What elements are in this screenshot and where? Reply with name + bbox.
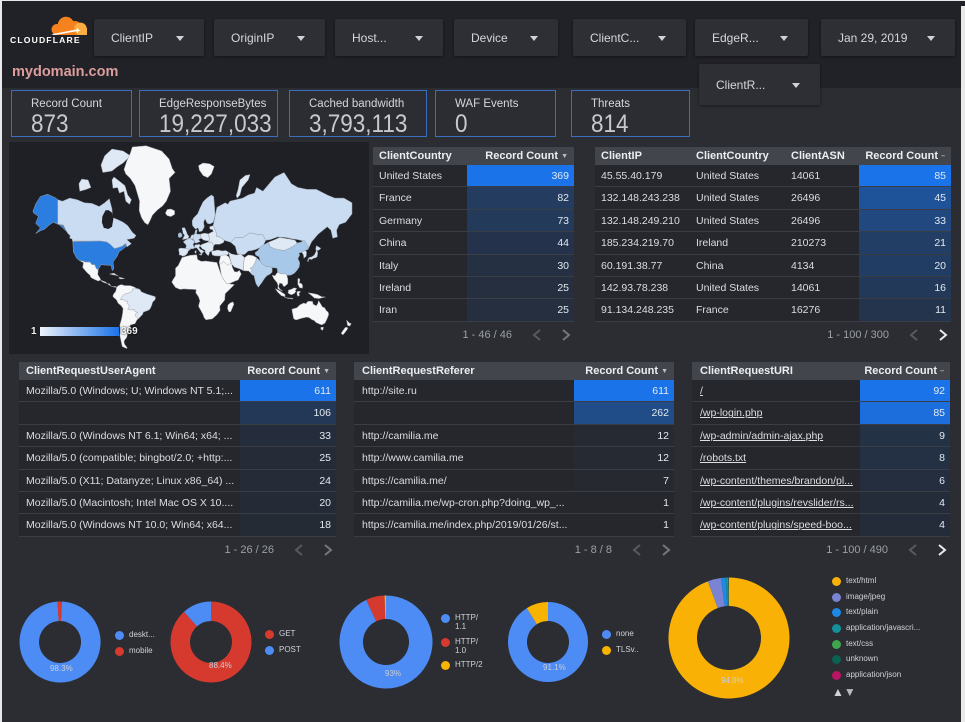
svg-text:CLOUDFLARE: CLOUDFLARE [10,35,81,45]
